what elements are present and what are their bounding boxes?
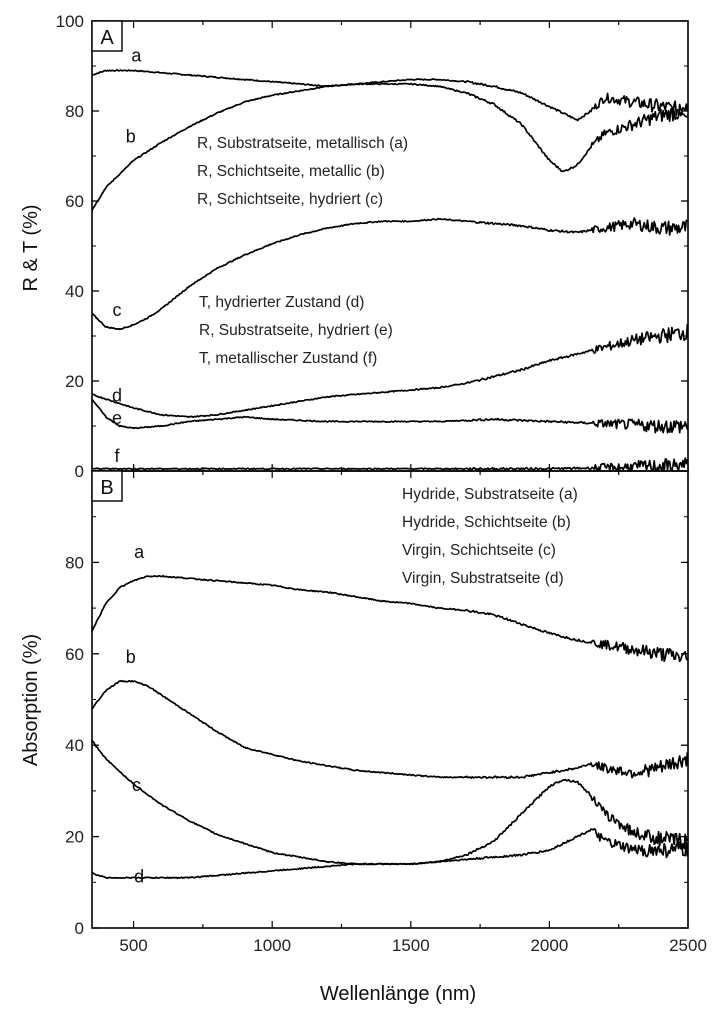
x-axis-title: Wellenlänge (nm) — [320, 983, 476, 1005]
plot-frame — [91, 20, 689, 472]
legend-entry: T, metallischer Zustand (f) — [199, 350, 377, 367]
series-c-line — [91, 217, 688, 331]
series-f-line — [91, 457, 689, 472]
legend-entry: T, hydrierter Zustand (d) — [199, 294, 364, 311]
panel-label: A — [100, 27, 114, 49]
y-tick-label: 60 — [65, 192, 84, 211]
legend-entry: R, Substratseite, hydriert (e) — [199, 322, 393, 339]
series-a-line — [91, 574, 689, 663]
y-tick-label: 40 — [65, 736, 84, 755]
series-e-label: e — [112, 408, 122, 428]
series-c-line — [91, 739, 689, 866]
panel-b: 0 20 40 60 80 500 1000 1500 2000 2500 Absorption (… — [20, 470, 707, 955]
series-d-line — [92, 323, 689, 419]
series-b-label: b — [126, 647, 136, 667]
series-a-line — [91, 69, 688, 122]
legend-entry: R, Substratseite, metallisch (a) — [197, 135, 408, 152]
series-b-line — [91, 679, 689, 780]
x-tick-label: 1000 — [253, 936, 291, 955]
y-tick-label: 80 — [65, 553, 84, 572]
y-tick-label: 0 — [75, 919, 84, 938]
legend-entry: Virgin, Substratseite (d) — [402, 570, 564, 587]
y-tick-label: 100 — [56, 12, 84, 31]
series-b-label: b — [126, 127, 136, 147]
y-axis-title: Absorption (%) — [20, 634, 42, 766]
y-tick-label: 20 — [65, 828, 84, 847]
x-tick-label: 2000 — [530, 936, 568, 955]
series-a-label: a — [134, 542, 145, 562]
y-axis-title: R & T (%) — [20, 204, 42, 291]
plot-frame — [91, 470, 689, 929]
y-tick-label: 40 — [65, 282, 84, 301]
panel-label-box — [91, 470, 123, 502]
panel-a: 0 20 40 60 80 100 R & T (%) Aa b c def R, Substrats… — [20, 12, 689, 481]
y-tick-label: 60 — [65, 645, 84, 664]
series-e-line — [91, 398, 689, 434]
series-d-label: d — [134, 866, 144, 886]
series-d-label: d — [112, 385, 122, 405]
legend-entry: Virgin, Schichtseite (c) — [402, 542, 556, 559]
series-d-line — [91, 827, 689, 880]
legend-entry: R, Schichtseite, hydriert (c) — [197, 191, 383, 208]
x-tick-label: 500 — [119, 936, 147, 955]
y-tick-label: 20 — [65, 372, 84, 391]
x-tick-label: 1500 — [392, 936, 430, 955]
series-c-label: c — [112, 300, 121, 320]
series-c-label: c — [132, 775, 141, 795]
series-a-label: a — [131, 46, 142, 66]
legend-entry: R, Schichtseite, metallic (b) — [197, 163, 385, 180]
y-tick-label: 80 — [65, 102, 84, 121]
y-tick-label: 0 — [75, 462, 84, 481]
panel-label-box — [91, 20, 123, 52]
series-b-line — [91, 82, 689, 211]
x-tick-label: 2500 — [669, 936, 707, 955]
legend-entry: Hydride, Substratseite (a) — [402, 486, 578, 503]
legend-entry: Hydride, Schichtseite (b) — [402, 514, 571, 531]
panel-label: B — [100, 477, 113, 499]
series-f-label: f — [114, 446, 120, 466]
